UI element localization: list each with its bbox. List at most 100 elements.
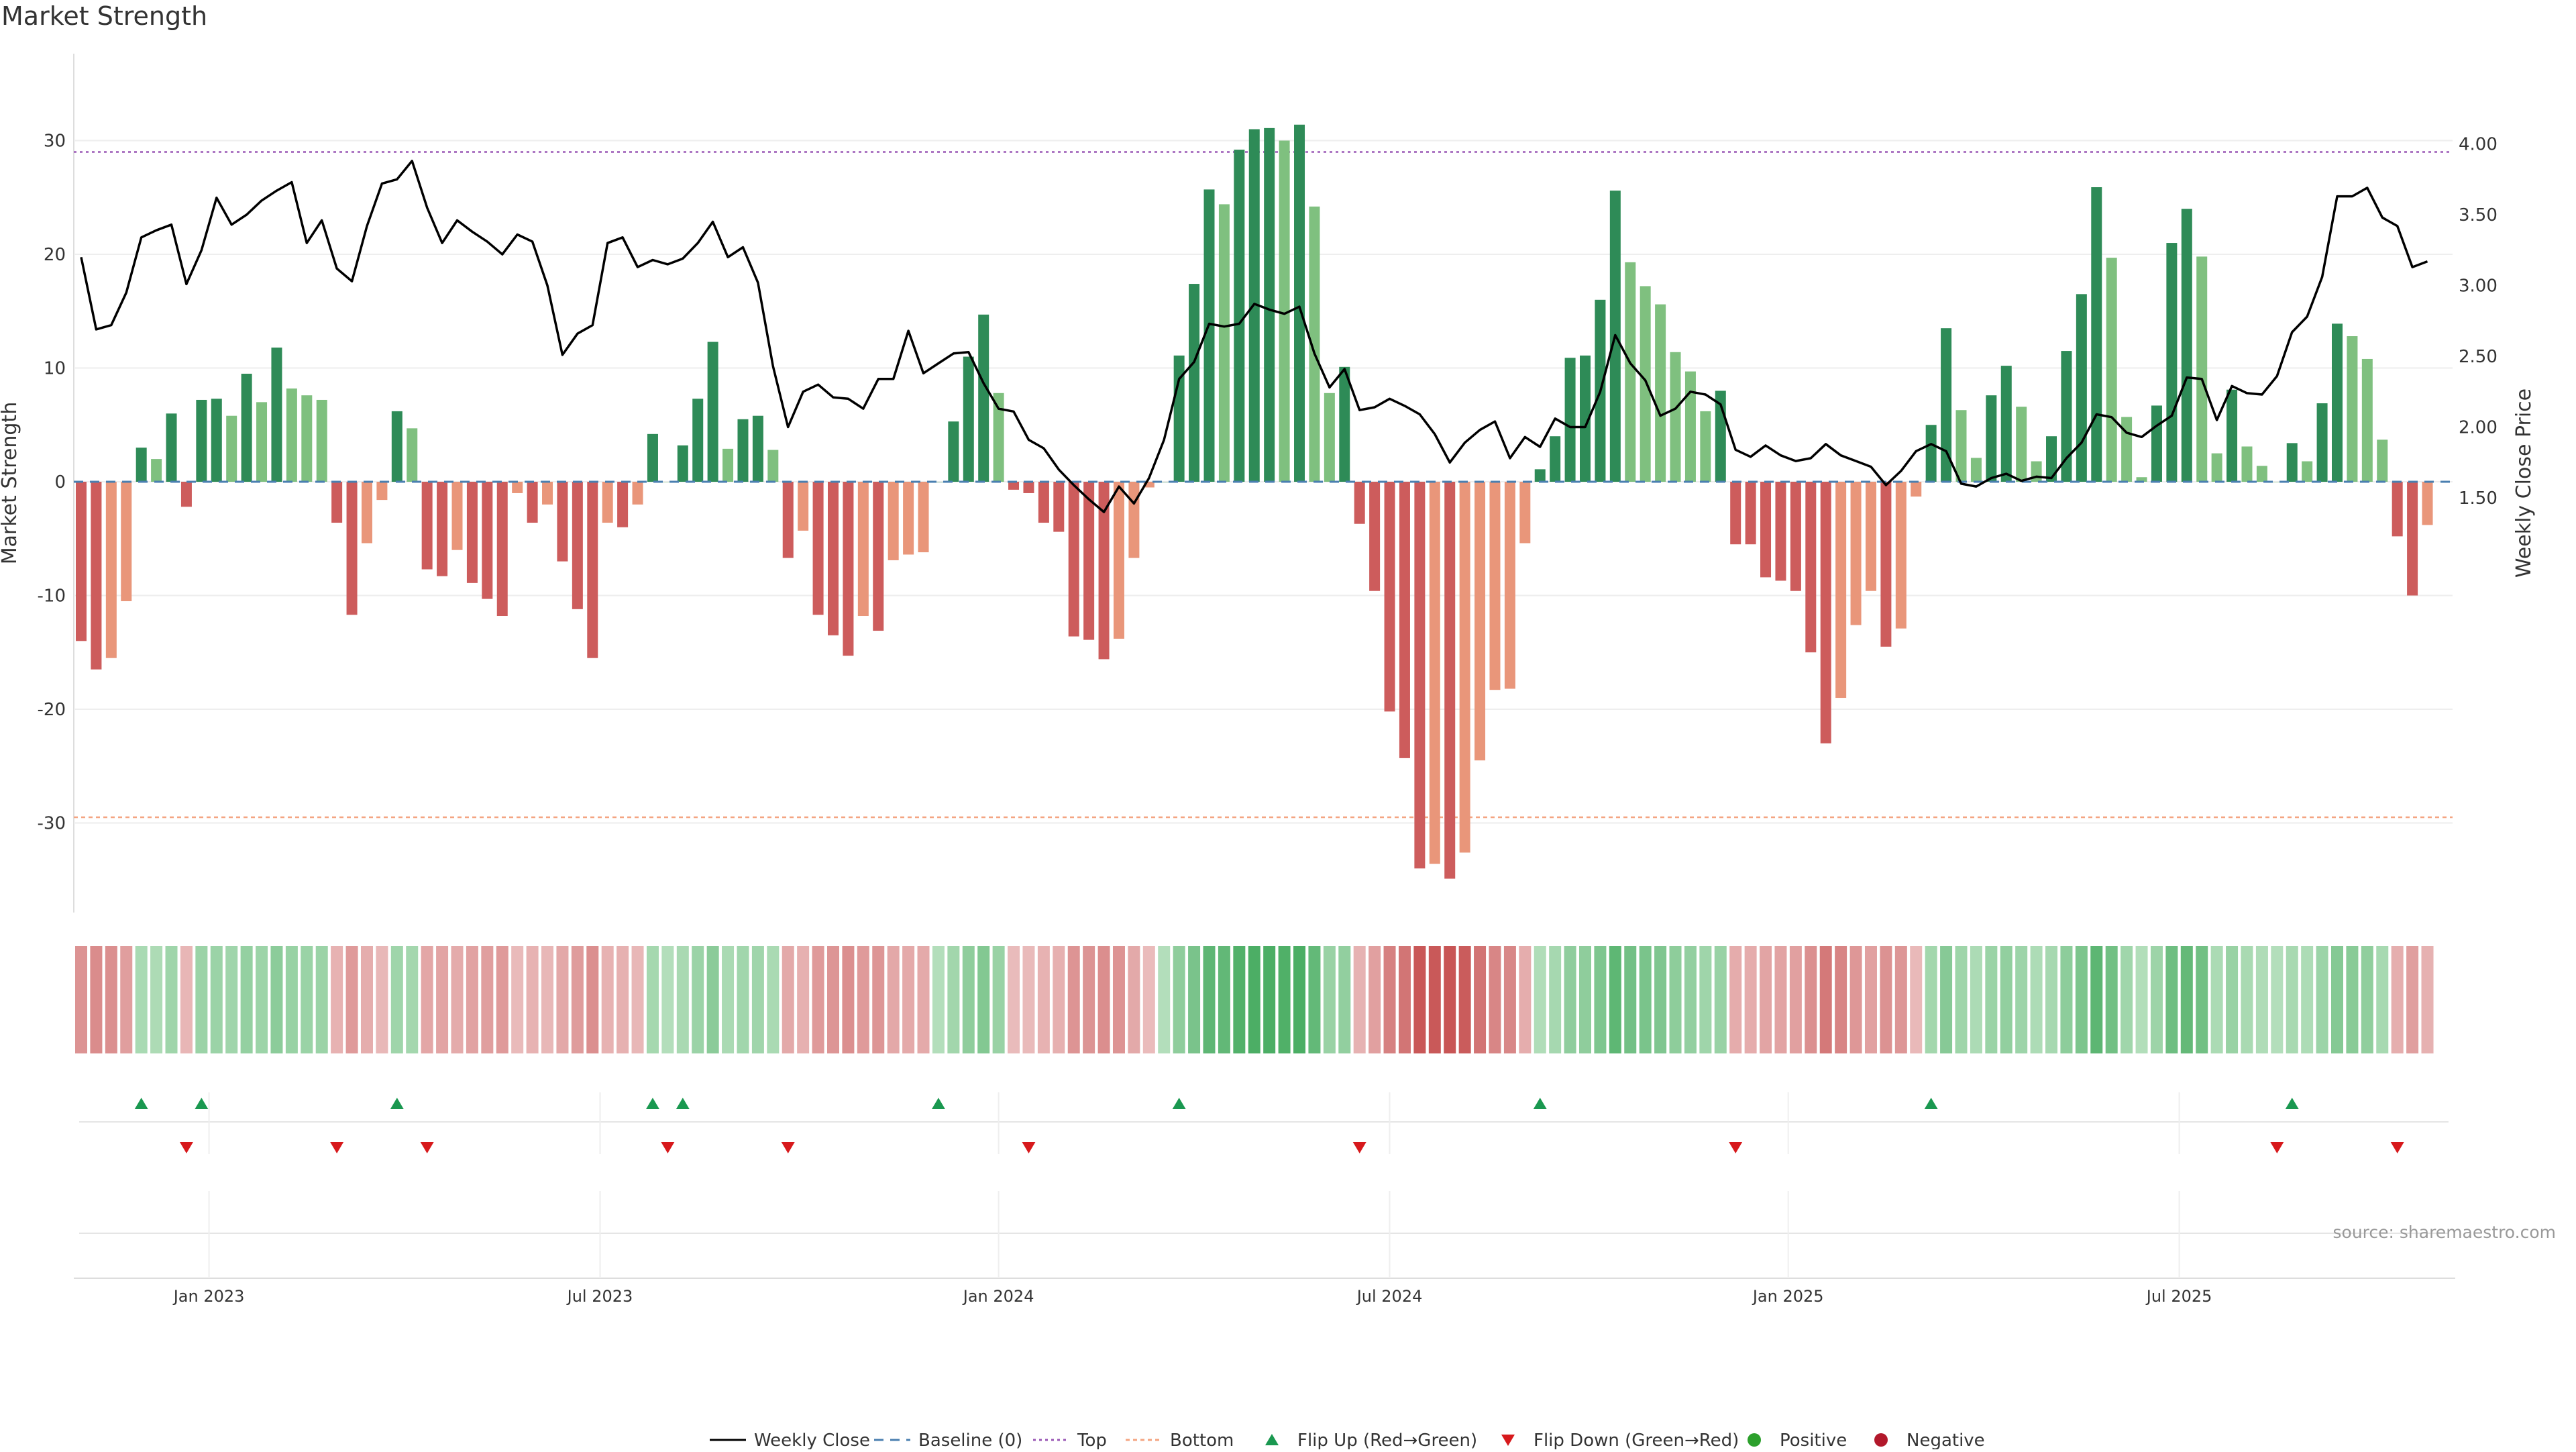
strength-bar <box>2091 187 2102 482</box>
heat-cell <box>842 946 855 1053</box>
strength-bar <box>286 388 297 482</box>
strength-bar <box>888 482 899 560</box>
strength-bar <box>1218 204 1230 482</box>
heat-cell <box>210 946 223 1053</box>
heat-cell <box>1323 946 1336 1053</box>
heat-cell <box>631 946 644 1053</box>
strength-bar <box>1670 352 1681 482</box>
heat-cell <box>1278 946 1291 1053</box>
heat-cell <box>331 946 343 1053</box>
strength-bar <box>602 482 613 523</box>
strength-bar <box>2136 477 2147 482</box>
heat-cell <box>1474 946 1487 1053</box>
heat-cell <box>857 946 869 1053</box>
strength-bar <box>2196 256 2208 482</box>
heat-cell <box>1955 946 1968 1053</box>
heat-cell <box>2105 946 2118 1053</box>
strength-bar <box>632 482 643 505</box>
heat-cell <box>1053 946 1065 1053</box>
strength-bar <box>1625 262 1636 482</box>
heat-cell <box>962 946 975 1053</box>
heat-cell <box>345 946 358 1053</box>
heat-cell <box>1097 946 1110 1053</box>
heat-cell <box>360 946 373 1053</box>
strength-bar <box>1700 411 1711 482</box>
strength-bar <box>1580 355 1591 482</box>
strength-bar <box>963 356 974 482</box>
heat-cell <box>2286 946 2298 1053</box>
strength-bar <box>1369 482 1381 591</box>
strength-bar <box>466 482 478 583</box>
heat-cell <box>1067 946 1080 1053</box>
strength-bar <box>196 399 207 482</box>
heat-cell <box>301 946 313 1053</box>
heat-cell <box>1218 946 1230 1053</box>
strength-bar <box>1684 371 1696 482</box>
legend-label: Flip Down (Green→Red) <box>1534 1431 1739 1449</box>
strength-bar <box>1925 425 1937 482</box>
flip-down-marker <box>1352 1142 1366 1153</box>
x-tick-label: Jul 2023 <box>566 1287 633 1306</box>
strength-bar <box>737 419 749 482</box>
strength-bar <box>2016 407 2027 482</box>
strength-bar <box>1339 366 1350 482</box>
heat-cell <box>2090 946 2103 1053</box>
strength-bar <box>211 399 222 482</box>
heat-cell <box>1669 946 1682 1053</box>
strength-bar <box>1489 482 1501 690</box>
strength-bar <box>2151 405 2162 482</box>
strength-bar <box>1775 482 1786 581</box>
strength-bar <box>2076 294 2087 482</box>
strength-bar <box>1474 482 1486 761</box>
heat-cell <box>1639 946 1652 1053</box>
heat-cell <box>751 946 764 1053</box>
flip-down-marker <box>179 1142 193 1153</box>
strength-bar <box>1354 482 1365 524</box>
flip-down-marker <box>2270 1142 2284 1153</box>
strength-bar <box>993 393 1004 482</box>
strength-bar <box>1189 284 1200 482</box>
x-tick-label: Jan 2024 <box>962 1287 1034 1306</box>
heat-cell <box>2406 946 2419 1053</box>
strength-bar <box>1098 482 1110 660</box>
flip-down-marker <box>330 1142 344 1153</box>
strength-bar <box>767 450 779 482</box>
heat-cell <box>481 946 494 1053</box>
strength-bar <box>2377 439 2388 482</box>
heat-cell <box>1112 946 1125 1053</box>
heat-cell <box>451 946 464 1053</box>
strength-bar <box>1564 358 1576 482</box>
flip-up-marker <box>676 1098 690 1109</box>
legend-swatch <box>1501 1435 1515 1446</box>
heat-cell <box>1564 946 1576 1053</box>
heat-cell <box>1729 946 1742 1053</box>
y2-tick-label: 3.00 <box>2459 276 2498 297</box>
strength-bar <box>407 428 418 482</box>
heat-cell <box>2060 946 2073 1053</box>
heat-cell <box>256 946 268 1053</box>
strength-bar <box>1264 127 1275 482</box>
heat-cell <box>1022 946 1035 1053</box>
heat-cell <box>1203 946 1216 1053</box>
heat-cell <box>2255 946 2268 1053</box>
heat-cell <box>571 946 584 1053</box>
heat-cell <box>1458 946 1471 1053</box>
heat-cell <box>992 946 1005 1053</box>
heat-cell <box>2045 946 2058 1053</box>
strength-bar <box>166 413 177 482</box>
strength-bar <box>1850 482 1862 625</box>
strength-bar <box>1399 482 1410 758</box>
flip-up-marker <box>645 1098 659 1109</box>
heat-cell <box>2121 946 2133 1053</box>
strength-bar <box>1068 482 1079 637</box>
y-tick-label: -30 <box>38 814 66 834</box>
strength-bar <box>1128 482 1140 558</box>
heat-cell <box>2391 946 2404 1053</box>
strength-bar <box>1113 482 1124 639</box>
heat-cell <box>2180 946 2193 1053</box>
flip-down-marker <box>661 1142 675 1153</box>
heat-cell <box>421 946 433 1053</box>
heat-cell <box>1699 946 1712 1053</box>
heat-cell <box>2316 946 2328 1053</box>
heat-cell <box>1037 946 1050 1053</box>
